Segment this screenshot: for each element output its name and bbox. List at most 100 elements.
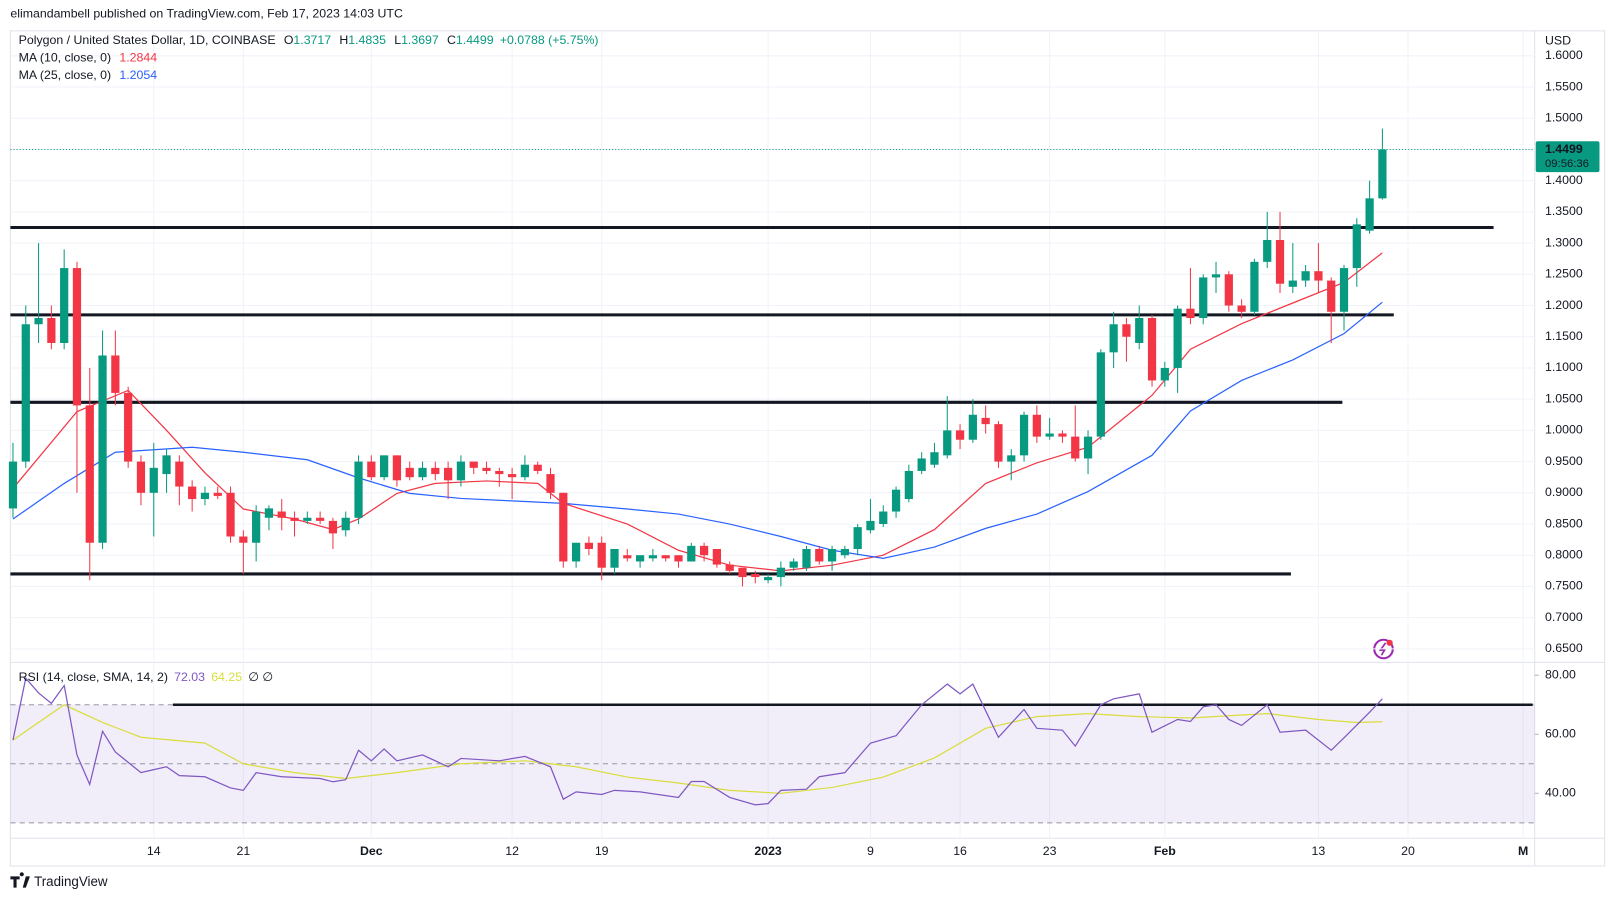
candle-body — [776, 567, 785, 578]
candle-body — [60, 268, 69, 343]
candle-body — [226, 492, 235, 537]
candle-body — [380, 455, 389, 478]
candle-body — [1135, 318, 1144, 343]
candle-body — [252, 511, 261, 543]
rsi-line — [12, 676, 1383, 806]
candle-body — [8, 461, 18, 509]
candle-body — [1109, 324, 1118, 353]
x-tick-label: 16 — [953, 844, 967, 858]
candle-body — [303, 517, 312, 521]
currency-label: USD — [1545, 33, 1571, 47]
y-tick-label: 1.5000 — [1545, 111, 1583, 125]
candle-body — [456, 461, 466, 481]
y-tick-label: 1.5500 — [1545, 79, 1583, 93]
ma-legend: MA (10, close, 0) 1.2844 — [19, 51, 158, 65]
candle-body — [1019, 414, 1029, 456]
ma-value: 1.2844 — [119, 51, 157, 65]
candle-body — [1301, 271, 1310, 281]
candle-body — [533, 464, 542, 471]
candle-body — [1250, 261, 1259, 312]
candle-body — [1224, 274, 1233, 306]
candle-body — [1339, 268, 1349, 312]
candle-body — [635, 555, 645, 562]
candle-body — [1237, 305, 1246, 312]
y-tick-label: 1.6000 — [1545, 48, 1583, 62]
x-tick-label: 19 — [595, 844, 609, 858]
x-tick-label: Feb — [1154, 844, 1176, 858]
y-tick-label: 1.3000 — [1545, 235, 1583, 249]
candle-body — [34, 318, 43, 325]
ma-line — [12, 252, 1383, 572]
last-price-label: 1.4499 — [1545, 142, 1583, 156]
candle-body — [482, 467, 491, 471]
candle-body — [162, 455, 171, 475]
candle-body — [981, 417, 990, 425]
candle-body — [712, 548, 721, 565]
rsi-value: 72.03 — [174, 670, 205, 684]
candle-body — [1327, 280, 1336, 312]
y-tick-label: 1.0000 — [1545, 423, 1583, 437]
brand-logo — [10, 872, 30, 888]
y-tick-label: 1.1000 — [1545, 360, 1583, 374]
y-tick-label: 1.1500 — [1545, 329, 1583, 343]
rsi-tick-label: 80.00 — [1545, 667, 1576, 681]
candle-body — [930, 452, 939, 465]
candle-body — [1160, 367, 1169, 381]
candle-body — [149, 467, 158, 493]
countdown-label: 09:56:36 — [1545, 158, 1589, 170]
y-tick-label: 0.7000 — [1545, 610, 1583, 624]
candle-body — [328, 520, 338, 534]
candle-body — [610, 548, 619, 568]
x-tick-label: 20 — [1401, 844, 1415, 858]
candle-body — [994, 424, 1003, 462]
candle-body — [21, 324, 30, 462]
candle-body — [751, 573, 760, 578]
y-tick-label: 0.9500 — [1545, 454, 1583, 468]
candle-body — [1199, 277, 1208, 319]
candle-body — [264, 508, 274, 518]
x-tick-label: Dec — [360, 844, 383, 858]
rsi-tick-label: 60.00 — [1545, 727, 1576, 741]
candle-body — [213, 492, 222, 496]
ohlc-value: 1.3717 — [293, 33, 331, 47]
rsi-empty-values: ∅ ∅ — [248, 670, 273, 684]
candle-body — [661, 555, 670, 559]
candle-body — [687, 545, 696, 562]
last-price-box — [1535, 141, 1600, 173]
candle-body — [1173, 308, 1182, 368]
candle-body — [418, 467, 427, 478]
rsi-legend: RSI (14, close, SMA, 14, 2) 72.03 64.25 ∅ ∅ — [19, 670, 274, 684]
candle-body — [188, 486, 197, 500]
candle-body — [341, 517, 350, 531]
brand-name: TradingView — [34, 874, 108, 889]
y-tick-label: 0.7500 — [1545, 579, 1583, 593]
candle-body — [1083, 436, 1093, 459]
candle-body — [1147, 318, 1157, 381]
x-tick-label: 23 — [1043, 844, 1057, 858]
candle-body — [136, 461, 146, 493]
candle-body — [1007, 455, 1016, 462]
candle-body — [1096, 352, 1105, 437]
ma-name: MA (25, close, 0) — [19, 68, 112, 82]
candle-body — [648, 555, 658, 559]
y-tick-label: 1.4000 — [1545, 173, 1583, 187]
y-tick-label: 1.2000 — [1545, 298, 1583, 312]
candle-body — [597, 542, 606, 568]
candle-body — [1263, 239, 1272, 262]
candle-body — [943, 430, 952, 456]
candle-body — [802, 548, 811, 568]
candle-body — [85, 405, 94, 543]
candle-body — [520, 464, 530, 478]
candle-body — [1032, 414, 1041, 437]
candle-body — [111, 355, 120, 393]
rsi-name: RSI (14, close, SMA, 14, 2) — [19, 670, 168, 684]
x-tick-label: M — [1518, 844, 1528, 858]
candle-body — [1186, 308, 1195, 319]
x-tick-label: 2023 — [754, 844, 782, 858]
candle-body — [763, 577, 773, 581]
y-tick-label: 0.8500 — [1545, 516, 1583, 530]
y-tick-label: 0.6500 — [1545, 641, 1583, 655]
